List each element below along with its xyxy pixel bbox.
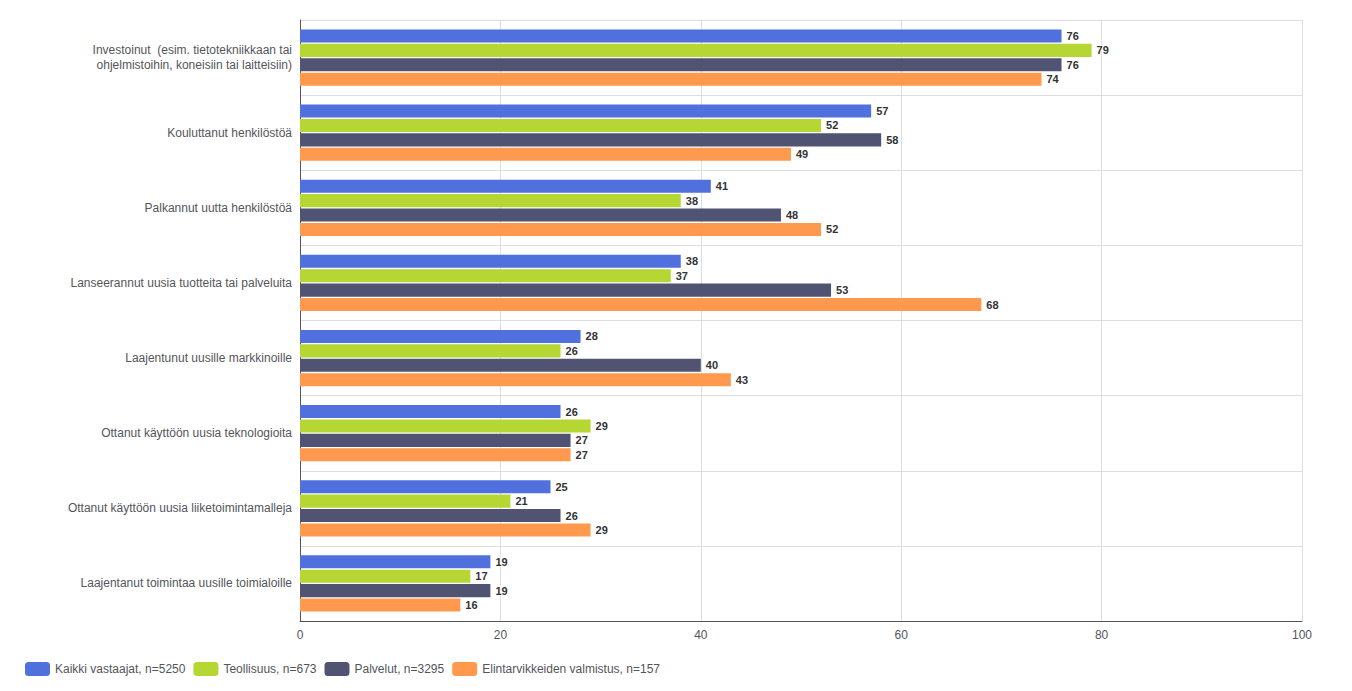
svg-text:60: 60 bbox=[895, 628, 909, 642]
svg-text:Elintarvikkeiden valmistus, n=: Elintarvikkeiden valmistus, n=157 bbox=[482, 662, 660, 676]
svg-text:19: 19 bbox=[495, 556, 507, 568]
svg-text:Investoinut (esim. tietotekni: Investoinut (esim. tietotekniikkaan tai bbox=[93, 43, 292, 57]
svg-text:Palkannut uutta henkilöstöä: Palkannut uutta henkilöstöä bbox=[145, 201, 293, 215]
svg-text:27: 27 bbox=[576, 449, 588, 461]
svg-text:ohjelmistoihin, koneisiin tai: ohjelmistoihin, koneisiin tai laitteisii… bbox=[97, 58, 292, 72]
svg-text:21: 21 bbox=[515, 495, 527, 507]
svg-text:Teollisuus, n=673: Teollisuus, n=673 bbox=[223, 662, 316, 676]
svg-text:76: 76 bbox=[1067, 59, 1079, 71]
svg-text:53: 53 bbox=[836, 284, 848, 296]
svg-text:40: 40 bbox=[694, 628, 708, 642]
svg-text:17: 17 bbox=[475, 570, 487, 582]
svg-text:49: 49 bbox=[796, 148, 808, 160]
svg-text:43: 43 bbox=[736, 374, 748, 386]
svg-text:38: 38 bbox=[686, 195, 698, 207]
svg-text:52: 52 bbox=[826, 119, 838, 131]
svg-text:26: 26 bbox=[566, 510, 578, 522]
svg-text:Lanseerannut uusia tuotteita t: Lanseerannut uusia tuotteita tai palvelu… bbox=[71, 276, 293, 290]
svg-text:41: 41 bbox=[716, 180, 728, 192]
svg-text:26: 26 bbox=[566, 406, 578, 418]
svg-text:28: 28 bbox=[586, 330, 598, 342]
svg-text:16: 16 bbox=[465, 599, 477, 611]
svg-text:74: 74 bbox=[1046, 73, 1059, 85]
svg-text:Ottanut käyttöön uusia teknolo: Ottanut käyttöön uusia teknologioita bbox=[101, 426, 292, 440]
svg-text:Laajentunut uusille markkinoil: Laajentunut uusille markkinoille bbox=[125, 351, 292, 365]
svg-text:68: 68 bbox=[986, 299, 998, 311]
svg-text:76: 76 bbox=[1067, 30, 1079, 42]
svg-text:52: 52 bbox=[826, 223, 838, 235]
svg-text:48: 48 bbox=[786, 209, 798, 221]
svg-text:Kaikki vastaajat, n=5250: Kaikki vastaajat, n=5250 bbox=[55, 662, 186, 676]
svg-text:57: 57 bbox=[876, 105, 888, 117]
svg-text:79: 79 bbox=[1097, 44, 1109, 56]
svg-text:26: 26 bbox=[566, 345, 578, 357]
svg-text:Ottanut käyttöön uusia liiketo: Ottanut käyttöön uusia liiketoimintamall… bbox=[68, 501, 292, 515]
svg-text:19: 19 bbox=[495, 585, 507, 597]
svg-text:37: 37 bbox=[676, 270, 688, 282]
svg-text:25: 25 bbox=[556, 481, 568, 493]
svg-text:40: 40 bbox=[706, 359, 718, 371]
svg-text:29: 29 bbox=[596, 420, 608, 432]
svg-text:0: 0 bbox=[297, 628, 304, 642]
svg-text:Kouluttanut henkilöstöä: Kouluttanut henkilöstöä bbox=[167, 126, 292, 140]
svg-text:27: 27 bbox=[576, 434, 588, 446]
svg-text:80: 80 bbox=[1095, 628, 1109, 642]
svg-text:20: 20 bbox=[494, 628, 508, 642]
svg-text:Palvelut, n=3295: Palvelut, n=3295 bbox=[354, 662, 444, 676]
svg-text:100: 100 bbox=[1292, 628, 1312, 642]
svg-text:38: 38 bbox=[686, 255, 698, 267]
svg-text:Laajentanut toimintaa uusille: Laajentanut toimintaa uusille toimialoil… bbox=[81, 576, 293, 590]
svg-text:58: 58 bbox=[886, 134, 898, 146]
svg-text:29: 29 bbox=[596, 524, 608, 536]
